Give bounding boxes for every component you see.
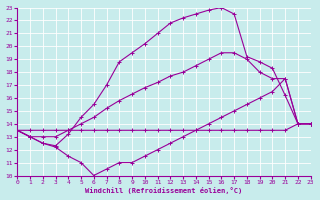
X-axis label: Windchill (Refroidissement éolien,°C): Windchill (Refroidissement éolien,°C) [85, 187, 243, 194]
